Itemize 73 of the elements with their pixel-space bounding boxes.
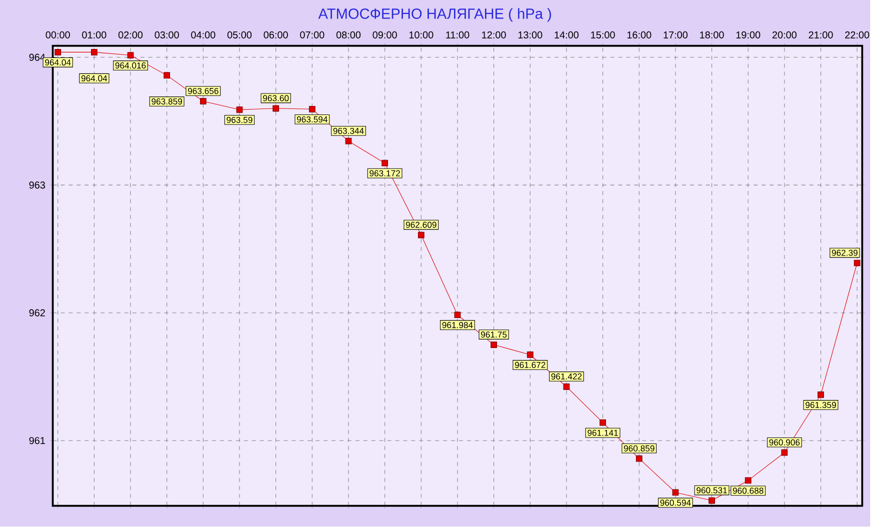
data-label: 962.609 <box>406 222 436 228</box>
x-tick-label: 22:00 <box>845 32 870 39</box>
point <box>490 342 497 348</box>
data-label: 961.422 <box>551 374 582 380</box>
point <box>781 450 788 456</box>
point <box>91 49 98 56</box>
x-tick-label: 11:00 <box>446 32 470 39</box>
chart-title: АТМОСФЕРНО НАЛЯГАНЕ ( hPa ) <box>318 8 552 22</box>
data-label: 960.594 <box>660 500 691 506</box>
x-tick-label: 10:00 <box>409 32 434 39</box>
point <box>345 138 352 144</box>
data-label: 963.172 <box>370 170 400 177</box>
point <box>54 49 62 56</box>
point <box>636 456 642 462</box>
data-label: 963.594 <box>296 116 328 123</box>
x-tick-label: 16:00 <box>627 32 652 39</box>
x-tick-label: 14:00 <box>554 32 579 39</box>
x-tick-label: 21:00 <box>808 32 833 39</box>
x-tick-label: 18:00 <box>700 32 724 39</box>
x-tick-label: 03:00 <box>154 32 179 39</box>
x-tick-label: 13:00 <box>518 32 542 39</box>
point <box>454 312 461 318</box>
y-tick-label: 963 <box>29 182 45 189</box>
data-label: 961.75 <box>481 332 507 338</box>
point <box>164 72 170 79</box>
data-label: 960.859 <box>624 446 654 452</box>
point <box>600 420 606 426</box>
data-label: 963.344 <box>333 128 364 134</box>
x-tick-label: 00:00 <box>46 32 70 39</box>
x-tick-label: 07:00 <box>300 32 324 39</box>
x-tick-label: 20:00 <box>772 32 797 39</box>
data-label: 964.04 <box>81 75 108 82</box>
point <box>526 352 534 358</box>
data-label: 963.859 <box>152 98 182 105</box>
x-tick-label: 06:00 <box>264 32 288 39</box>
data-label: 960.688 <box>732 488 764 494</box>
data-label: 963.656 <box>188 88 218 94</box>
point <box>308 106 316 113</box>
point <box>418 232 424 238</box>
x-tick-label: 09:00 <box>372 32 397 39</box>
x-tick-label: 17:00 <box>664 32 688 39</box>
point <box>708 497 715 504</box>
x-tick-label: 05:00 <box>227 32 252 39</box>
data-label: 961.141 <box>588 430 618 436</box>
data-label: 961.672 <box>514 362 546 368</box>
point <box>127 52 134 59</box>
data-label: 960.531 <box>696 487 727 494</box>
y-tick-label: 961 <box>29 437 45 444</box>
point <box>200 98 206 105</box>
x-tick-label: 01:00 <box>82 32 106 39</box>
data-label: 963.60 <box>263 95 289 102</box>
data-label: 960.906 <box>769 440 800 446</box>
data-label: 961.984 <box>442 322 473 328</box>
point <box>563 384 570 390</box>
data-label: 964.016 <box>115 62 146 69</box>
point <box>236 106 243 114</box>
data-label: 963.59 <box>226 117 252 124</box>
point <box>854 260 860 266</box>
x-tick-label: 08:00 <box>336 32 361 39</box>
x-tick-label: 04:00 <box>191 32 216 39</box>
point <box>744 477 752 484</box>
data-label: 961.359 <box>806 402 836 408</box>
data-label: 962.39 <box>832 250 858 256</box>
point <box>272 105 280 112</box>
x-tick-label: 12:00 <box>482 32 506 39</box>
point <box>382 160 388 166</box>
x-tick-label: 02:00 <box>118 32 143 39</box>
point <box>672 489 679 496</box>
y-tick-label: 962 <box>29 309 45 317</box>
x-tick-label: 15:00 <box>591 32 615 39</box>
point <box>818 392 824 398</box>
x-tick-label: 19:00 <box>736 32 760 39</box>
data-label: 964.04 <box>45 60 71 66</box>
